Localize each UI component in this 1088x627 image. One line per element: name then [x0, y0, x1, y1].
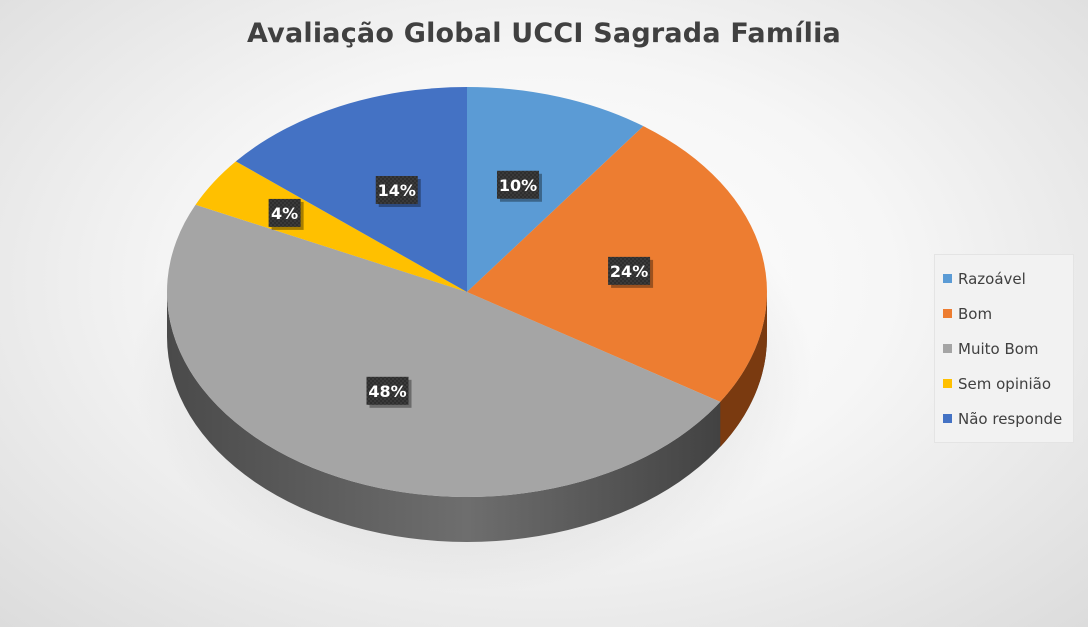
legend-swatch: [943, 344, 952, 353]
svg-text:10%: 10%: [499, 176, 537, 195]
svg-text:14%: 14%: [378, 181, 416, 200]
legend-label: Sem opinião: [958, 374, 1052, 393]
legend-item-sem-opiniao: Sem opinião: [935, 366, 1073, 401]
svg-text:48%: 48%: [368, 382, 406, 401]
pie-slice-sem-opiniao: [195, 161, 467, 292]
data-label-nao-responde: 14%: [375, 175, 421, 207]
data-label-razoavel: 10%: [496, 170, 542, 202]
legend-label: Bom: [958, 304, 993, 323]
svg-text:24%: 24%: [610, 262, 648, 281]
pie-side-wall: [167, 292, 767, 542]
data-label-muito-bom: 48%: [366, 376, 412, 408]
data-label-bom: 24%: [608, 256, 654, 288]
legend-label: Muito Bom: [958, 339, 1039, 358]
chart-title: Avaliação Global UCCI Sagrada Família: [247, 18, 841, 49]
pie-wall-bom: [720, 292, 767, 447]
legend-swatch: [943, 309, 952, 318]
legend-item-nao-responde: Não responde: [935, 401, 1073, 436]
legend-label: Razoável: [958, 269, 1026, 288]
svg-text:4%: 4%: [271, 204, 298, 223]
pie-slice-razoavel: [467, 87, 644, 292]
legend-label: Não responde: [958, 409, 1063, 428]
pie-slice-nao-responde: [235, 87, 467, 292]
legend-swatch: [943, 414, 952, 423]
legend-swatch: [943, 274, 952, 283]
legend-item-razoavel: Razoável: [935, 261, 1073, 296]
data-label-sem-opiniao: 4%: [268, 198, 304, 230]
legend-item-muito-bom: Muito Bom: [935, 331, 1073, 366]
pie-slice-muito-bom: [166, 204, 721, 498]
legend-item-bom: Bom: [935, 296, 1073, 331]
legend: Razoável Bom Muito Bom Sem opinião Não respo…: [934, 254, 1074, 443]
legend-swatch: [943, 379, 952, 388]
